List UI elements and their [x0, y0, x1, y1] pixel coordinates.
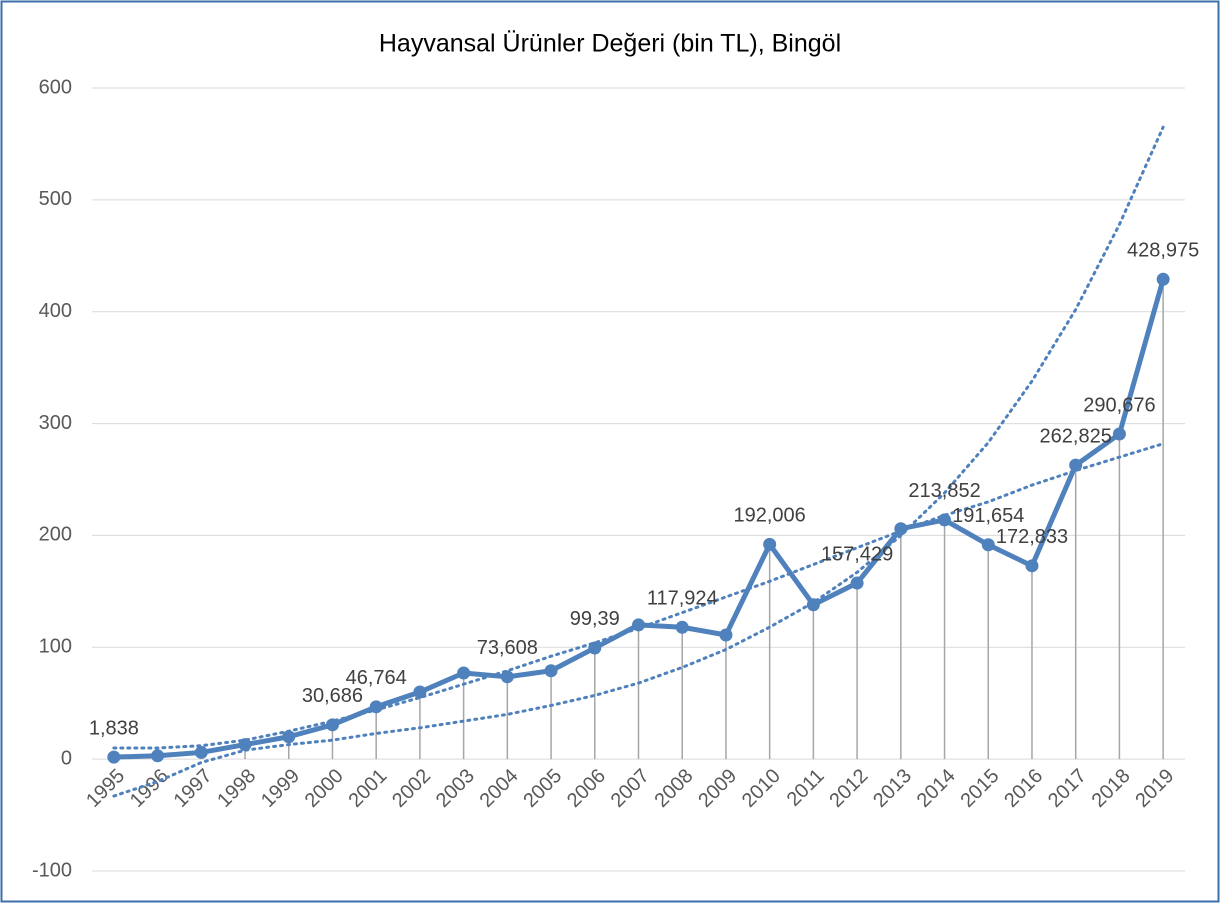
data-label: 99,39	[570, 608, 620, 630]
data-label: 172,833	[996, 526, 1068, 548]
point	[675, 620, 689, 634]
data-label: 30,686	[302, 685, 363, 707]
y-tick-label: 500	[39, 188, 72, 210]
data-label: 428,975	[1127, 240, 1199, 262]
data-label: 262,825	[1040, 425, 1112, 447]
data-label: 1,838	[89, 717, 139, 739]
point	[369, 700, 383, 714]
y-tick-label: 0	[61, 747, 72, 769]
trendline	[112, 125, 1165, 798]
data-label: 157,429	[821, 543, 893, 565]
y-tick-label: -100	[32, 859, 72, 881]
point	[763, 537, 777, 551]
point	[1069, 458, 1083, 472]
point	[1112, 427, 1126, 441]
point	[107, 750, 121, 764]
point	[325, 718, 339, 732]
y-tick-label: 400	[39, 300, 72, 322]
chart-title: Hayvansal Ürünler Değeri (bin TL), Bingö…	[379, 30, 841, 58]
data-label: 213,852	[908, 480, 980, 502]
point	[238, 738, 252, 752]
data-label: 73,608	[477, 637, 538, 659]
data-label: 290,676	[1083, 394, 1155, 416]
data-label: 46,764	[346, 667, 407, 689]
y-tick-label: 300	[39, 412, 72, 434]
y-tick-label: 200	[39, 524, 72, 546]
point	[632, 618, 645, 632]
point	[500, 670, 514, 684]
point	[719, 628, 733, 642]
point	[938, 513, 952, 527]
data-label: 192,006	[734, 505, 806, 527]
point	[194, 745, 208, 759]
point	[894, 522, 908, 536]
point	[151, 749, 165, 763]
point	[1025, 559, 1039, 573]
point	[588, 641, 602, 655]
y-tick-label: 600	[39, 76, 72, 98]
point	[1156, 272, 1170, 286]
y-tick-label: 100	[39, 636, 72, 658]
data-label: 191,654	[952, 505, 1024, 527]
data-label: 117,924	[647, 588, 718, 610]
point	[544, 664, 558, 678]
point	[806, 598, 820, 612]
point	[457, 666, 471, 680]
point	[981, 538, 995, 552]
point	[850, 576, 864, 590]
point	[282, 730, 296, 744]
point	[413, 685, 427, 699]
